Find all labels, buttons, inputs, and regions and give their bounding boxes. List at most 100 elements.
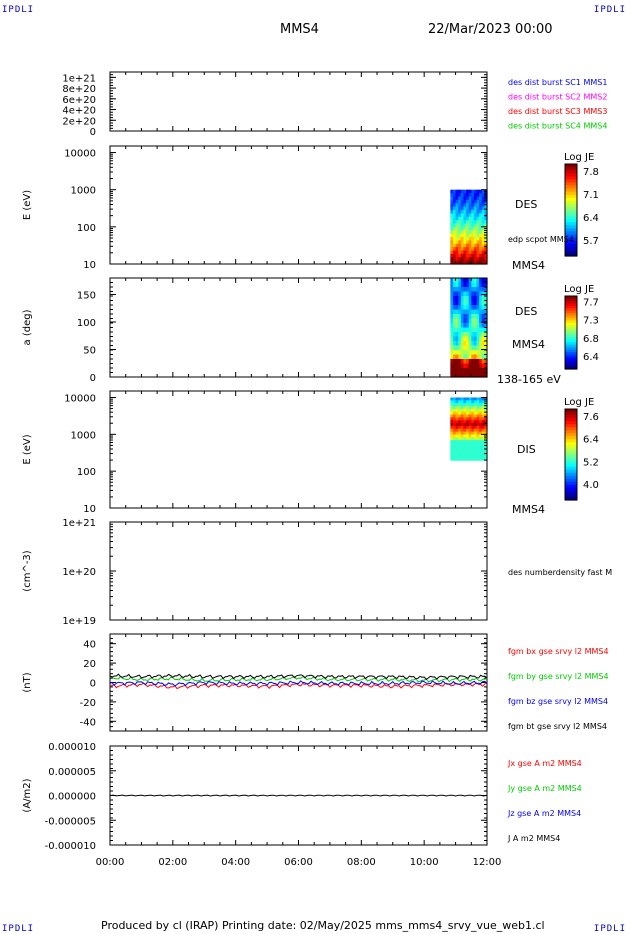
- des_energy-heatmap-cell: [450, 193, 454, 198]
- dis_energy-heatmap-cell: [463, 406, 467, 410]
- des_energy-heatmap-cell: [479, 189, 483, 194]
- des_energy-heatmap-cell: [452, 196, 457, 201]
- des_pitch-heatmap-cell: [458, 296, 462, 302]
- dis_energy-heatmap-cell: [463, 403, 467, 407]
- dis_energy-heatmap-cell: [455, 408, 459, 413]
- des_pitch-heatmap-cell: [481, 359, 485, 365]
- des_energy-heatmap-cell: [458, 230, 462, 235]
- des_energy-heatmap-cell: [460, 199, 465, 204]
- des_energy-heatmap-cell: [450, 243, 454, 248]
- dis_energy-heatmap-cell: [455, 411, 459, 416]
- des_pitch-heatmap-cell: [452, 287, 457, 293]
- des_pitch-heatmap-cell: [484, 345, 488, 351]
- dis_energy-heatmap-cell: [463, 437, 467, 441]
- des_pitch-heatmap-cell: [458, 305, 462, 311]
- des_energy-heatmap-cell: [479, 223, 483, 228]
- dis_energy-heatmap-cell: [466, 425, 470, 430]
- des_pitch-heatmap-cell: [466, 300, 470, 306]
- fgm-ytick-label: -20: [80, 698, 96, 709]
- des_energy-heatmap-cell: [484, 203, 488, 208]
- des_energy-heatmap-cell: [484, 243, 488, 248]
- dis_energy-heatmap-cell: [473, 403, 478, 407]
- dis_energy-heatmap-cell: [450, 420, 454, 424]
- des_pitch-heatmap-cell: [463, 314, 467, 320]
- des_pitch-heatmap-cell: [452, 300, 457, 306]
- des_energy-heatmap-cell: [468, 236, 472, 241]
- des_pitch-ytick-label: 50: [83, 346, 96, 357]
- des_pitch-heatmap-cell: [450, 350, 454, 356]
- dis_energy-heatmap-cell: [458, 434, 462, 438]
- des_energy-heatmap-cell: [468, 206, 472, 211]
- des_pitch-heatmap-cell: [476, 336, 480, 342]
- des_pitch-heatmap-cell: [484, 323, 488, 329]
- des_pitch-heatmap-cell: [460, 354, 465, 360]
- dis_energy-heatmap-cell: [460, 400, 465, 404]
- dis_energy-heatmap-cell: [460, 457, 465, 461]
- des_energy-heatmap-cell: [473, 209, 478, 214]
- des_pitch-heatmap-cell: [458, 318, 462, 324]
- des_energy-heatmap-cell: [452, 233, 457, 238]
- des_energy-heatmap-cell: [450, 257, 454, 262]
- dis_energy-heatmap-cell: [450, 454, 454, 458]
- des_pitch-heatmap-cell: [455, 305, 459, 311]
- des_pitch-colorbar-cell: [565, 351, 577, 355]
- fgm-series-line: [109, 680, 488, 687]
- dis_energy-heatmap-cell: [466, 408, 470, 413]
- des_energy-heatmap-cell: [455, 243, 459, 248]
- des_energy-heatmap-cell: [484, 196, 488, 201]
- dis_energy-heatmap-cell: [476, 431, 480, 436]
- dis_energy-heatmap-cell: [458, 457, 462, 461]
- des_energy-heatmap-cell: [450, 253, 454, 258]
- des_pitch-heatmap-cell: [450, 368, 454, 374]
- des_energy-heatmap-cell: [463, 193, 467, 198]
- des_energy-heatmap-cell: [466, 260, 470, 265]
- des_energy-heatmap-cell: [479, 220, 483, 225]
- dis_energy-heatmap-cell: [481, 425, 485, 430]
- des_energy-heatmap-cell: [455, 257, 459, 262]
- dis_energy-heatmap-cell: [468, 406, 472, 410]
- des_energy-heatmap-cell: [473, 230, 478, 235]
- dis_energy-heatmap-cell: [466, 406, 470, 410]
- fgm-ytick-label: 20: [83, 659, 96, 670]
- des_energy-heatmap-cell: [484, 240, 488, 245]
- dis_energy-heatmap-cell: [460, 431, 465, 436]
- des_pitch-colorbar-cell: [565, 342, 577, 346]
- dis_energy-heatmap-cell: [481, 411, 485, 416]
- des_energy-heatmap-cell: [471, 253, 475, 258]
- des_energy-colorbar-title: Log JE: [564, 152, 594, 163]
- dis_energy-heatmap-cell: [452, 448, 457, 453]
- dis_energy-heatmap-cell: [450, 437, 454, 441]
- dis_energy-heatmap-cell: [473, 445, 478, 450]
- des_energy-colorbar-cell: [565, 210, 577, 214]
- dis_energy-heatmap-cell: [452, 408, 457, 413]
- des_pitch-heatmap-cell: [450, 363, 454, 369]
- des_pitch-colorbar-cell: [565, 364, 577, 368]
- dis_energy-heatmap-cell: [473, 428, 478, 433]
- des_energy-heatmap-cell: [468, 243, 472, 248]
- dis_energy-heatmap-cell: [460, 423, 465, 427]
- des_pitch-heatmap-cell: [481, 296, 485, 302]
- des_energy-heatmap-cell: [466, 206, 470, 211]
- des_energy-heatmap-cell: [473, 260, 478, 265]
- dis_energy-heatmap-cell: [466, 417, 470, 421]
- des_energy-heatmap-cell: [473, 199, 478, 204]
- dis_energy-heatmap-cell: [476, 434, 480, 438]
- des_pitch-heatmap-cell: [476, 309, 480, 315]
- des_energy-heatmap-cell: [455, 247, 459, 252]
- des_energy-colorbar-cell: [565, 216, 577, 220]
- dis_energy-colorbar-frame: [564, 408, 578, 501]
- des_pitch-heatmap-cell: [484, 354, 488, 360]
- des_pitch-heatmap-cell: [468, 336, 472, 342]
- des_energy-heatmap-cell: [452, 250, 457, 255]
- des_pitch-heatmap-cell: [468, 354, 472, 360]
- dis_energy-heatmap-cell: [466, 397, 470, 401]
- des_pitch-heatmap-cell: [473, 305, 478, 311]
- dis_energy-heatmap-cell: [481, 437, 485, 441]
- dis_energy-heatmap-cell: [476, 414, 480, 419]
- dis_energy-heatmap-cell: [460, 425, 465, 430]
- des_pitch-colorbar-cell: [565, 305, 577, 309]
- des_energy-colorbar-cell: [565, 188, 577, 193]
- des_pitch-heatmap-cell: [460, 287, 465, 293]
- des_pitch-colorbar-cell: [565, 303, 577, 307]
- des_pitch-heatmap-cell: [471, 314, 475, 320]
